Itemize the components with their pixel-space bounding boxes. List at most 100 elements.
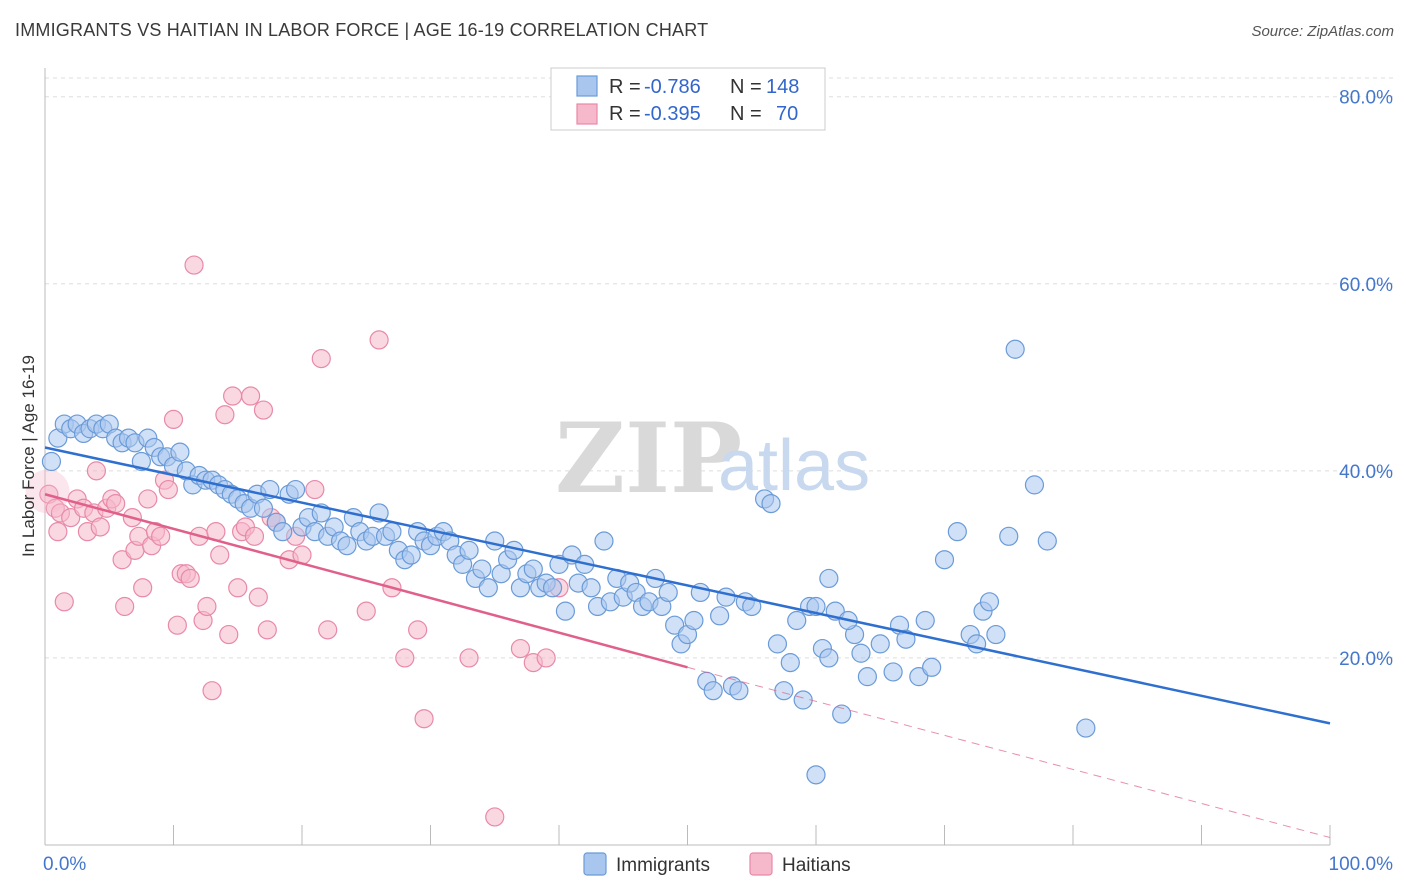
legend-swatch-haitians: [576, 103, 598, 125]
point-haitians-39: [215, 405, 235, 425]
point-immigrants-134: [986, 624, 1006, 645]
point-immigrants-69: [485, 531, 505, 551]
point-haitians-28: [167, 615, 187, 635]
y-axis-label: In Labor Force | Age 16-19: [19, 355, 38, 557]
point-immigrants-120: [819, 568, 839, 589]
point-haitians-49: [257, 620, 277, 640]
point-haitians-46: [244, 526, 265, 546]
point-haitians-64: [485, 807, 505, 827]
point-immigrants-113: [774, 681, 794, 701]
point-immigrants-36: [273, 522, 293, 542]
point-immigrants-115: [787, 610, 807, 631]
point-haitians-27: [163, 409, 184, 430]
point-immigrants-109: [742, 596, 762, 617]
point-immigrants-75: [523, 559, 543, 579]
point-haitians-55: [305, 479, 325, 500]
watermark: ZIP atlas: [555, 402, 870, 515]
y-tick-label-40: 40.0%: [1339, 462, 1393, 483]
bottom-legend-swatch-haitians: [749, 852, 773, 876]
point-immigrants-135: [999, 526, 1019, 546]
legend-n-value-immigrants: 148: [766, 76, 799, 98]
point-haitians-42: [228, 578, 248, 598]
watermark-atlas: atlas: [718, 426, 870, 506]
point-immigrants-122: [832, 704, 852, 724]
point-immigrants-107: [729, 681, 749, 701]
point-immigrants-144: [870, 634, 890, 654]
point-immigrants-80: [555, 601, 576, 621]
legend-r-label-immigrants: R =: [609, 76, 641, 98]
point-haitians-58: [369, 330, 389, 350]
axes: [44, 68, 1331, 846]
legend-r-value-immigrants: -0.786: [644, 76, 701, 98]
bottom-legend-label-haitians: Haitians: [782, 855, 851, 876]
point-immigrants-114: [780, 653, 800, 673]
bottom-legend: Immigrants Haitians: [583, 852, 851, 876]
point-immigrants-139: [1076, 718, 1096, 738]
point-haitians-36: [202, 681, 222, 701]
point-immigrants-130: [947, 522, 967, 542]
point-haitians-57: [318, 620, 338, 640]
point-immigrants-125: [883, 662, 903, 682]
y-tick-label-80: 80.0%: [1339, 88, 1393, 109]
legend-n-label-haitians: N =: [730, 103, 762, 125]
point-haitians-16: [115, 596, 135, 617]
point-immigrants-146: [922, 657, 942, 677]
point-haitians-10: [86, 461, 107, 481]
trendline-haitians: [44, 493, 688, 669]
point-immigrants-67: [472, 559, 492, 579]
legend-r-label-haitians: R =: [609, 103, 641, 125]
point-haitians-62: [414, 709, 434, 729]
legend-n-label-immigrants: N =: [730, 76, 762, 98]
point-immigrants-53: [382, 522, 402, 542]
point-immigrants-145: [896, 629, 916, 649]
tick-labels: 20.0% 40.0% 60.0% 80.0% 0.0% 100.0%: [43, 88, 1393, 875]
point-immigrants-138: [1037, 531, 1057, 551]
point-haitians-65: [510, 638, 531, 659]
point-haitians-11: [90, 517, 110, 537]
y-tick-label-60: 60.0%: [1339, 275, 1393, 296]
point-immigrants-78: [542, 578, 563, 598]
x-tick-label-100: 100.0%: [1329, 854, 1394, 875]
point-haitians-63: [459, 648, 479, 668]
series-haitians-points: [25, 255, 569, 827]
point-immigrants-20: [170, 442, 190, 462]
point-haitians-35: [197, 596, 217, 617]
point-haitians-31: [180, 568, 200, 589]
point-haitians-60: [395, 648, 415, 668]
point-immigrants-124: [857, 667, 878, 687]
point-haitians-41: [223, 386, 243, 406]
legend-swatch-immigrants: [576, 75, 598, 97]
point-haitians-47: [248, 587, 268, 607]
point-immigrants-105: [716, 587, 736, 607]
point-haitians-40: [219, 624, 239, 645]
point-immigrants-112: [767, 634, 788, 654]
gridlines: [45, 77, 1395, 659]
bottom-legend-label-immigrants: Immigrants: [616, 855, 710, 876]
trendline-haitians-extension: [687, 666, 1331, 839]
point-immigrants-0: [41, 451, 62, 472]
point-immigrants-96: [658, 582, 678, 603]
point-haitians-2: [48, 522, 68, 542]
trendline-immigrants: [44, 446, 1331, 725]
series-immigrants-points: [41, 339, 1096, 785]
point-immigrants-140: [806, 765, 826, 785]
point-immigrants-127: [909, 667, 929, 687]
point-immigrants-143: [851, 643, 871, 663]
point-haitians-24: [151, 526, 171, 546]
point-haitians-69: [356, 601, 376, 621]
point-immigrants-46: [337, 536, 357, 556]
top-legend: R = -0.786 N = 148 R = -0.395 N = 70: [550, 67, 826, 131]
point-immigrants-38: [285, 479, 306, 500]
point-haitians-32: [184, 255, 204, 275]
legend-r-value-haitians: -0.395: [644, 103, 701, 125]
point-immigrants-100: [684, 610, 704, 631]
bottom-legend-swatch-immigrants: [583, 852, 607, 876]
watermark-zip: ZIP: [555, 402, 742, 515]
point-haitians-45: [241, 386, 261, 406]
chart-source: Source: ZipAtlas.com: [1251, 23, 1394, 40]
point-immigrants-128: [915, 610, 935, 631]
point-haitians-21: [138, 489, 158, 509]
point-immigrants-68: [478, 578, 498, 598]
point-immigrants-111: [761, 493, 781, 514]
